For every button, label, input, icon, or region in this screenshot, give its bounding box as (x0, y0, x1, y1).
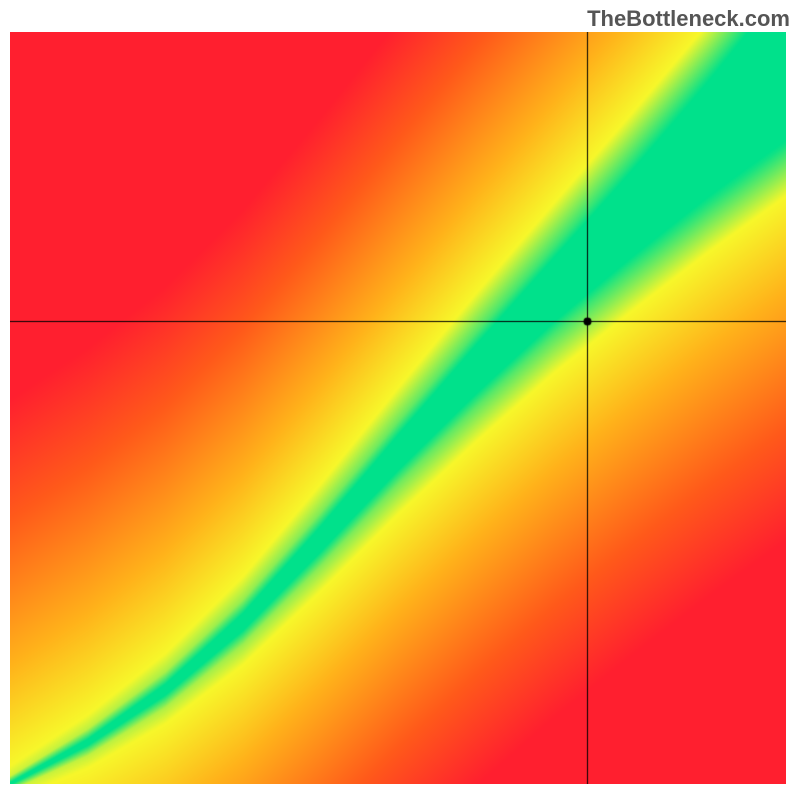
heatmap-canvas (10, 32, 786, 784)
bottleneck-heatmap (10, 32, 786, 784)
watermark-text: TheBottleneck.com (587, 6, 790, 32)
